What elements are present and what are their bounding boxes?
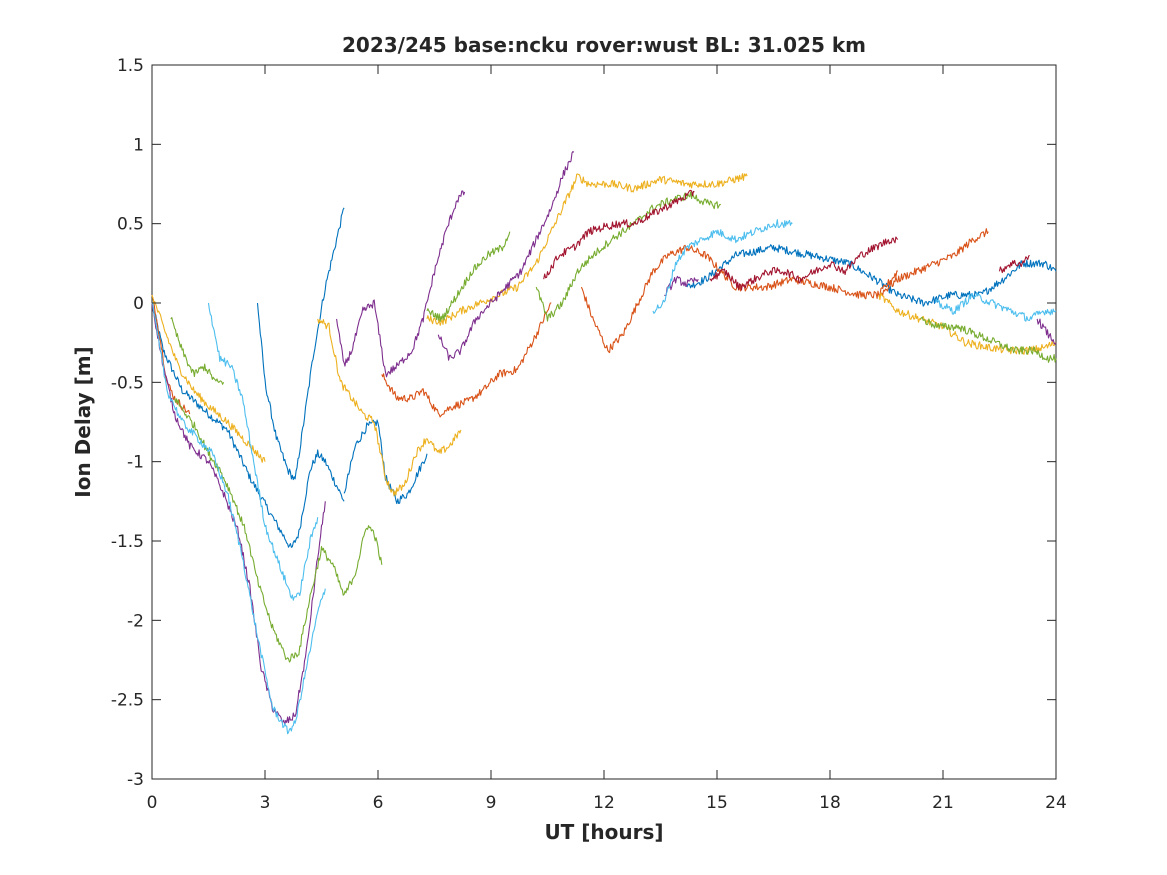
series-line-7 — [878, 228, 989, 297]
y-tick-label: 0 — [133, 294, 144, 314]
series-line-2 — [343, 419, 428, 505]
series-line-13 — [336, 190, 466, 378]
x-tick-label: 18 — [819, 793, 841, 813]
y-tick-label: -1.5 — [111, 532, 144, 552]
x-axis-label: UT [hours] — [544, 820, 663, 844]
y-tick-label: -2 — [127, 611, 144, 631]
series-line-0 — [151, 302, 345, 548]
series-line-17 — [170, 317, 225, 385]
series-line-28 — [998, 254, 1030, 274]
plot-area — [151, 64, 1057, 780]
series-line-21 — [919, 316, 1057, 363]
x-tick-label: 24 — [1045, 793, 1067, 813]
x-tick-label: 15 — [706, 793, 728, 813]
x-tick-label: 9 — [486, 793, 497, 813]
y-axis-label: Ion Delay [m] — [71, 346, 95, 497]
series-line-22 — [151, 302, 326, 735]
y-axis-ticks: -3 -2.5 -2 -1.5 -1 -0.5 0 0.5 1 1.5 — [111, 56, 1056, 790]
y-tick-label: 1.5 — [117, 56, 144, 76]
y-tick-label: -3 — [127, 770, 144, 790]
series-line-4 — [151, 294, 191, 415]
series-line-12 — [151, 302, 326, 726]
series-line-27 — [709, 236, 899, 291]
x-tick-label: 6 — [373, 793, 384, 813]
x-tick-label: 0 — [147, 793, 158, 813]
series-line-18 — [174, 398, 383, 663]
x-tick-label: 3 — [260, 793, 271, 813]
series-line-9 — [317, 318, 462, 497]
series-line-25 — [934, 292, 1057, 322]
series-line-11 — [878, 292, 1057, 356]
y-tick-label: -2.5 — [111, 691, 144, 711]
series-line-23 — [207, 302, 319, 601]
y-tick-label: -1 — [127, 453, 144, 473]
series-line-26 — [543, 189, 695, 280]
y-tick-label: -0.5 — [111, 373, 144, 393]
series-line-14 — [437, 151, 575, 361]
y-tick-label: 0.5 — [117, 215, 144, 235]
series-layer — [151, 151, 1057, 735]
x-tick-label: 21 — [932, 793, 954, 813]
series-line-16 — [1036, 318, 1057, 345]
y-tick-label: 1 — [133, 135, 144, 155]
chart-title: 2023/245 base:ncku rover:wust BL: 31.025… — [342, 33, 866, 57]
series-line-5 — [381, 302, 552, 418]
series-line-24 — [652, 219, 793, 314]
series-line-8 — [151, 294, 266, 463]
series-line-19 — [426, 231, 511, 322]
series-line-1 — [256, 207, 345, 481]
x-tick-label: 12 — [593, 793, 615, 813]
x-axis-ticks: 0 3 6 9 12 15 18 21 24 — [147, 65, 1067, 813]
series-line-3 — [686, 244, 1057, 307]
series-line-10 — [426, 173, 748, 326]
